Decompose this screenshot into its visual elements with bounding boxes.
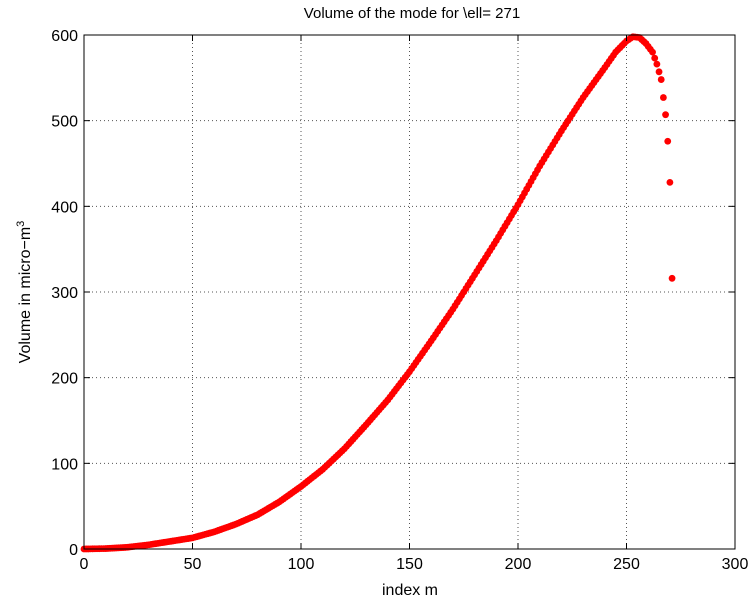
y-axis-label-superscript: 3 <box>15 221 27 227</box>
y-tick-label: 0 <box>69 542 78 559</box>
data-point <box>651 54 659 62</box>
x-tick-label: 150 <box>396 556 423 573</box>
data-point <box>657 76 665 83</box>
y-tick-label: 600 <box>51 28 78 45</box>
data-point <box>655 68 663 76</box>
y-tick-label: 400 <box>51 199 78 216</box>
grid <box>84 35 735 549</box>
data-point <box>666 178 674 186</box>
axis-ticks: 0 50 100 150 200 250 300 0 100 200 300 400 500 600 <box>51 28 748 573</box>
data-point <box>668 274 676 282</box>
data-point <box>649 48 656 56</box>
data-point <box>664 137 672 145</box>
data-point <box>659 94 667 101</box>
y-tick-label: 500 <box>51 114 78 131</box>
x-tick-label: 100 <box>288 556 315 573</box>
y-axis-label-text: Volume in micro−m <box>17 227 34 364</box>
y-axis-label: Volume in micro−m3 <box>15 221 34 364</box>
x-axis-label: index m <box>382 582 438 599</box>
data-point <box>662 111 669 119</box>
x-tick-label: 250 <box>613 556 640 573</box>
x-tick-label: 0 <box>80 556 89 573</box>
x-tick-label: 50 <box>184 556 202 573</box>
y-tick-label: 200 <box>51 371 78 388</box>
y-tick-label: 300 <box>51 285 78 302</box>
x-tick-label: 300 <box>722 556 749 573</box>
y-tick-label: 100 <box>51 456 78 473</box>
chart-title: Volume of the mode for \ell= 271 <box>304 5 520 22</box>
data-markers <box>80 33 676 553</box>
data-point <box>653 60 661 68</box>
x-tick-label: 200 <box>505 556 532 573</box>
